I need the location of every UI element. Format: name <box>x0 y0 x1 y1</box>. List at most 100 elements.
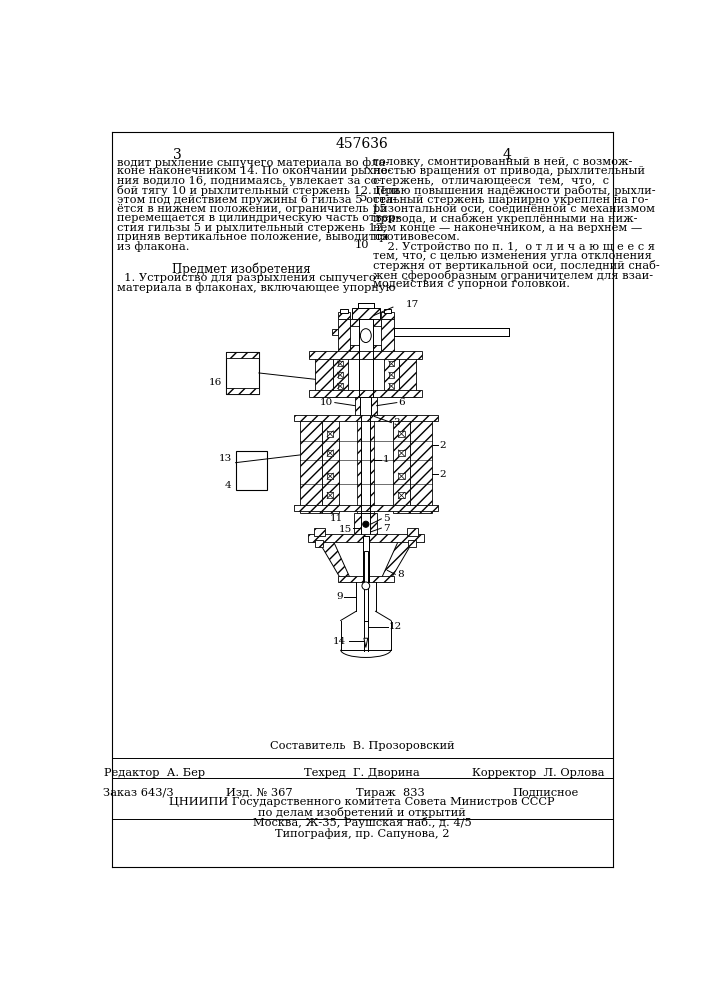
Bar <box>314 528 325 536</box>
Bar <box>309 351 422 359</box>
Bar <box>384 353 399 397</box>
Bar <box>293 415 438 421</box>
Text: 11: 11 <box>329 514 343 523</box>
Bar <box>327 431 333 437</box>
Bar <box>293 505 438 511</box>
Text: по делам изобретений и открытий: по делам изобретений и открытий <box>258 807 466 818</box>
Bar <box>338 576 394 582</box>
Bar <box>327 492 333 498</box>
Polygon shape <box>315 536 352 582</box>
Text: тельный стержень шарнирно укреплен на го-: тельный стержень шарнирно укреплен на го… <box>373 195 648 205</box>
Text: Изд. № 367: Изд. № 367 <box>226 788 292 798</box>
Bar <box>340 309 348 312</box>
Bar <box>409 540 416 547</box>
Bar <box>332 353 348 397</box>
Text: 3: 3 <box>393 418 399 427</box>
Text: ния водило 16, поднимаясь, увлекает за со-: ния водило 16, поднимаясь, увлекает за с… <box>117 176 381 186</box>
Text: 2: 2 <box>440 441 446 450</box>
Bar <box>398 450 404 456</box>
Bar <box>389 361 394 366</box>
Bar <box>398 473 404 479</box>
Bar <box>300 416 322 513</box>
Text: 16: 16 <box>209 378 223 387</box>
Bar <box>361 513 370 536</box>
Bar <box>398 492 404 498</box>
Bar <box>361 416 370 513</box>
Text: 10: 10 <box>355 240 369 250</box>
Text: 7: 7 <box>383 524 390 533</box>
Bar <box>407 528 418 536</box>
Bar <box>322 416 339 513</box>
Bar <box>394 328 509 336</box>
Bar <box>327 473 333 479</box>
Text: перемещается в цилиндрическую часть отвер-: перемещается в цилиндрическую часть отве… <box>117 213 399 223</box>
Bar <box>338 319 351 353</box>
Text: этом под действием пружины 6 гильза 5 оста-: этом под действием пружины 6 гильза 5 ос… <box>117 195 397 205</box>
Text: стия гильзы 5 и рыхлительный стержень 12,: стия гильзы 5 и рыхлительный стержень 12… <box>117 223 387 233</box>
Bar <box>337 383 343 389</box>
Text: стержень,  отличающееся  тем,  что,  с: стержень, отличающееся тем, что, с <box>373 176 609 186</box>
Text: жен сферообразным ограничителем для взаи-: жен сферообразным ограничителем для взаи… <box>373 270 653 281</box>
Bar <box>315 540 323 547</box>
Bar <box>357 416 374 513</box>
Bar <box>389 372 394 378</box>
Bar <box>315 353 332 397</box>
Bar <box>338 312 351 319</box>
Text: 17: 17 <box>406 300 419 309</box>
Bar <box>358 303 373 308</box>
Text: противовесом.: противовесом. <box>373 232 461 242</box>
Text: стержня от вертикальной оси, последний снаб-: стержня от вертикальной оси, последний с… <box>373 260 660 271</box>
Polygon shape <box>364 638 368 647</box>
Text: 9: 9 <box>336 592 343 601</box>
Text: Составитель  В. Прозоровский: Составитель В. Прозоровский <box>269 741 455 751</box>
Bar <box>327 450 333 456</box>
Text: 15: 15 <box>339 525 352 534</box>
Ellipse shape <box>362 582 370 590</box>
Text: 12: 12 <box>389 622 402 631</box>
Bar <box>398 431 404 437</box>
Text: 2: 2 <box>440 470 446 479</box>
Bar <box>355 397 361 416</box>
Text: целью повышения надёжности работы, рыхли-: целью повышения надёжности работы, рыхли… <box>373 185 655 196</box>
Text: 10: 10 <box>320 398 333 407</box>
Bar <box>371 397 377 416</box>
Text: Москва, Ж-35, Раушская наб., д. 4/5: Москва, Ж-35, Раушская наб., д. 4/5 <box>252 817 472 828</box>
Bar <box>370 416 374 513</box>
Text: водит рыхление сыпучего материала во фла-: водит рыхление сыпучего материала во фла… <box>117 157 390 168</box>
Text: Техред  Г. Дворина: Техред Г. Дворина <box>304 768 420 778</box>
Text: 5: 5 <box>383 514 390 523</box>
Text: материала в флаконах, включающее упорную: материала в флаконах, включающее упорную <box>117 282 395 293</box>
Bar <box>226 388 259 394</box>
Bar <box>357 416 361 513</box>
Text: бой тягу 10 и рыхлительный стержень 12. При: бой тягу 10 и рыхлительный стержень 12. … <box>117 185 400 196</box>
Bar <box>332 329 338 335</box>
Bar <box>351 345 381 353</box>
Text: из флакона.: из флакона. <box>117 242 189 252</box>
Text: Тираж  833: Тираж 833 <box>356 788 425 798</box>
Text: 4: 4 <box>225 481 232 490</box>
Text: Типография, пр. Сапунова, 2: Типография, пр. Сапунова, 2 <box>275 828 449 839</box>
Text: головку, смонтированный в ней, с возмож-: головку, смонтированный в ней, с возмож- <box>373 157 632 167</box>
Text: 6: 6 <box>398 398 405 407</box>
Bar <box>381 312 394 319</box>
Text: 4: 4 <box>503 148 511 162</box>
Bar <box>381 319 394 353</box>
Ellipse shape <box>361 329 371 343</box>
Text: 8: 8 <box>397 570 404 579</box>
Text: Редактор  А. Бер: Редактор А. Бер <box>104 768 205 778</box>
Bar <box>309 389 422 397</box>
Text: тем, что, с целью изменения угла отклонения: тем, что, с целью изменения угла отклоне… <box>373 251 652 261</box>
Bar <box>308 534 424 542</box>
Bar <box>364 551 368 620</box>
Text: 5: 5 <box>360 193 367 203</box>
Text: Предмет изобретения: Предмет изобретения <box>172 263 310 276</box>
Text: 13: 13 <box>218 454 232 463</box>
Text: модействия с упорной головкой.: модействия с упорной головкой. <box>373 279 570 289</box>
Polygon shape <box>380 536 416 582</box>
Bar <box>226 352 259 394</box>
Text: 2. Устройство по п. 1,  о т л и ч а ю щ е е с я: 2. Устройство по п. 1, о т л и ч а ю щ е… <box>373 242 655 252</box>
Bar <box>384 309 392 312</box>
Text: нем конце — наконечником, а на верхнем —: нем конце — наконечником, а на верхнем — <box>373 223 642 233</box>
Bar <box>360 326 372 345</box>
Text: ЦНИИПИ Государственного комитета Совета Министров СССР: ЦНИИПИ Государственного комитета Совета … <box>169 797 555 807</box>
